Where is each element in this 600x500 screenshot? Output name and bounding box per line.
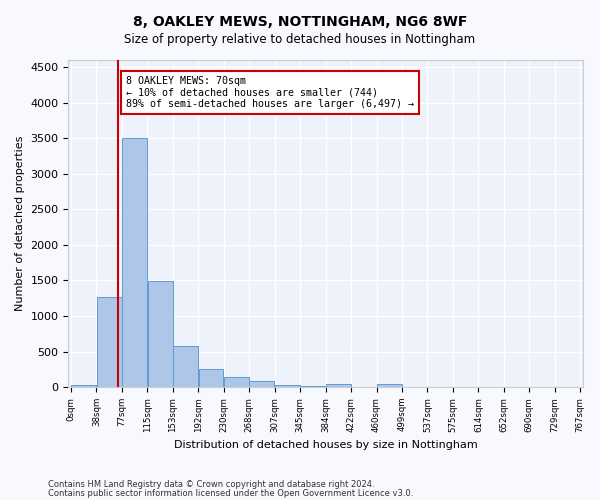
Text: Contains public sector information licensed under the Open Government Licence v3: Contains public sector information licen… xyxy=(48,488,413,498)
Bar xyxy=(275,385,300,387)
Bar xyxy=(148,281,173,387)
Bar xyxy=(97,297,122,387)
Bar xyxy=(224,378,249,387)
Text: Contains HM Land Registry data © Crown copyright and database right 2024.: Contains HM Land Registry data © Crown c… xyxy=(48,480,374,489)
Text: 8, OAKLEY MEWS, NOTTINGHAM, NG6 8WF: 8, OAKLEY MEWS, NOTTINGHAM, NG6 8WF xyxy=(133,15,467,29)
Bar xyxy=(250,382,274,387)
Text: Size of property relative to detached houses in Nottingham: Size of property relative to detached ho… xyxy=(124,32,476,46)
Bar xyxy=(71,385,96,387)
Bar xyxy=(301,386,325,387)
Y-axis label: Number of detached properties: Number of detached properties xyxy=(15,136,25,311)
Bar xyxy=(173,346,198,387)
Bar xyxy=(122,138,147,387)
Bar xyxy=(199,370,223,387)
Text: 8 OAKLEY MEWS: 70sqm
← 10% of detached houses are smaller (744)
89% of semi-deta: 8 OAKLEY MEWS: 70sqm ← 10% of detached h… xyxy=(126,76,414,109)
Bar xyxy=(326,384,351,387)
Bar xyxy=(377,384,402,387)
X-axis label: Distribution of detached houses by size in Nottingham: Distribution of detached houses by size … xyxy=(174,440,478,450)
